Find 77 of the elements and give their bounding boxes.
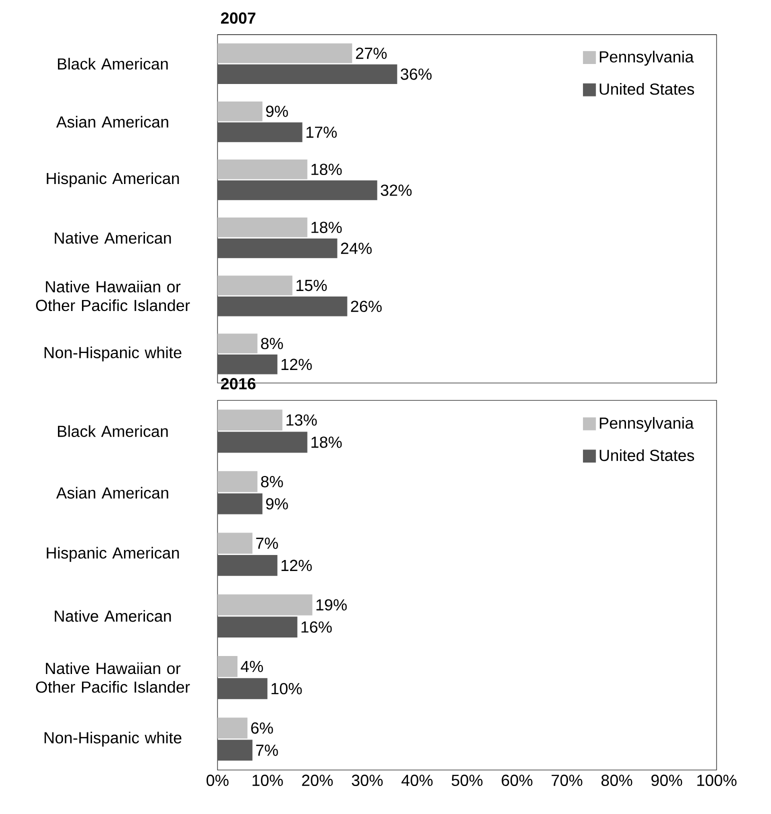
x-tick-label: 20% (302, 774, 333, 786)
data-label: 27% (356, 48, 387, 59)
data-label: 15% (296, 280, 327, 292)
data-label: 16% (301, 621, 332, 633)
legend-label: United States (600, 83, 694, 95)
data-label: 12% (281, 358, 312, 370)
data-label: 24% (340, 242, 372, 254)
y-tick-label: Asian American (56, 486, 168, 499)
bar (217, 616, 298, 638)
bar (217, 354, 278, 374)
bar (217, 160, 308, 180)
data-label: 7% (256, 538, 278, 549)
y-tick-label: Hispanic American (46, 546, 179, 562)
y-tick-label: Native American (54, 610, 171, 622)
x-tick-label: 70% (552, 774, 582, 786)
data-label: 13% (286, 414, 317, 426)
x-tick-label: 50% (452, 774, 482, 786)
bar (217, 656, 238, 677)
legend-label: Pennsylvania (600, 417, 694, 432)
bar (217, 410, 282, 431)
bar (217, 122, 302, 142)
bar (217, 64, 398, 84)
chart-title: 2007 (220, 12, 256, 24)
y-tick-label: Hispanic American (46, 172, 179, 188)
legend-label: Pennsylvania (600, 50, 694, 66)
data-label: 17% (306, 126, 337, 138)
data-label: 36% (400, 68, 432, 80)
x-tick-label: 100% (697, 774, 736, 786)
legend-label: United States (600, 449, 694, 462)
data-label: 18% (311, 436, 342, 448)
y-tick-label: Native American (54, 232, 171, 244)
x-tick-label: 40% (401, 774, 432, 786)
data-label: 6% (251, 722, 273, 734)
y-tick-label: Non-Hispanic white (44, 732, 182, 747)
data-label: 9% (266, 106, 288, 117)
x-tick-label: 80% (601, 774, 632, 786)
y-tick-label: Black American (58, 58, 168, 70)
y-tick-label: Asian American (56, 116, 168, 128)
data-label: 8% (260, 476, 283, 488)
bar (217, 218, 308, 238)
data-label: 18% (311, 222, 342, 234)
bar (217, 554, 278, 576)
data-label: 9% (266, 498, 288, 510)
bar (217, 740, 252, 761)
x-tick-label: 10% (252, 774, 283, 786)
bar (217, 101, 262, 122)
bar (217, 276, 292, 296)
data-label: 12% (281, 560, 312, 572)
data-label: 10% (271, 682, 302, 694)
x-tick-label: 30% (352, 774, 383, 786)
bar (217, 532, 252, 554)
x-tick-label: 60% (502, 774, 532, 786)
data-label: 26% (350, 300, 382, 312)
y-tick-label: Native Hawaiian or Other Pacific Islander (36, 662, 190, 693)
bar (217, 678, 268, 700)
bar (217, 432, 308, 453)
data-label: 8% (260, 338, 283, 350)
bar (217, 238, 338, 258)
bar (217, 594, 312, 616)
bar (217, 43, 352, 64)
x-tick-label: 90% (651, 774, 682, 786)
bar (217, 718, 248, 739)
data-label: 19% (316, 599, 347, 611)
chart-title: 2016 (220, 378, 256, 390)
y-tick-label: Native Hawaiian or Other Pacific Islander (36, 280, 190, 312)
data-label: 18% (311, 164, 342, 176)
bar (217, 471, 258, 492)
bar (217, 180, 378, 200)
data-label: 32% (380, 184, 412, 196)
y-tick-label: Non-Hispanic white (44, 346, 182, 362)
y-tick-label: Black American (58, 425, 168, 438)
data-label: 7% (256, 744, 278, 756)
x-tick-label: 0% (206, 774, 228, 786)
bar (217, 296, 348, 316)
bar (217, 334, 258, 354)
bar (217, 493, 262, 514)
data-label: 4% (240, 660, 263, 672)
